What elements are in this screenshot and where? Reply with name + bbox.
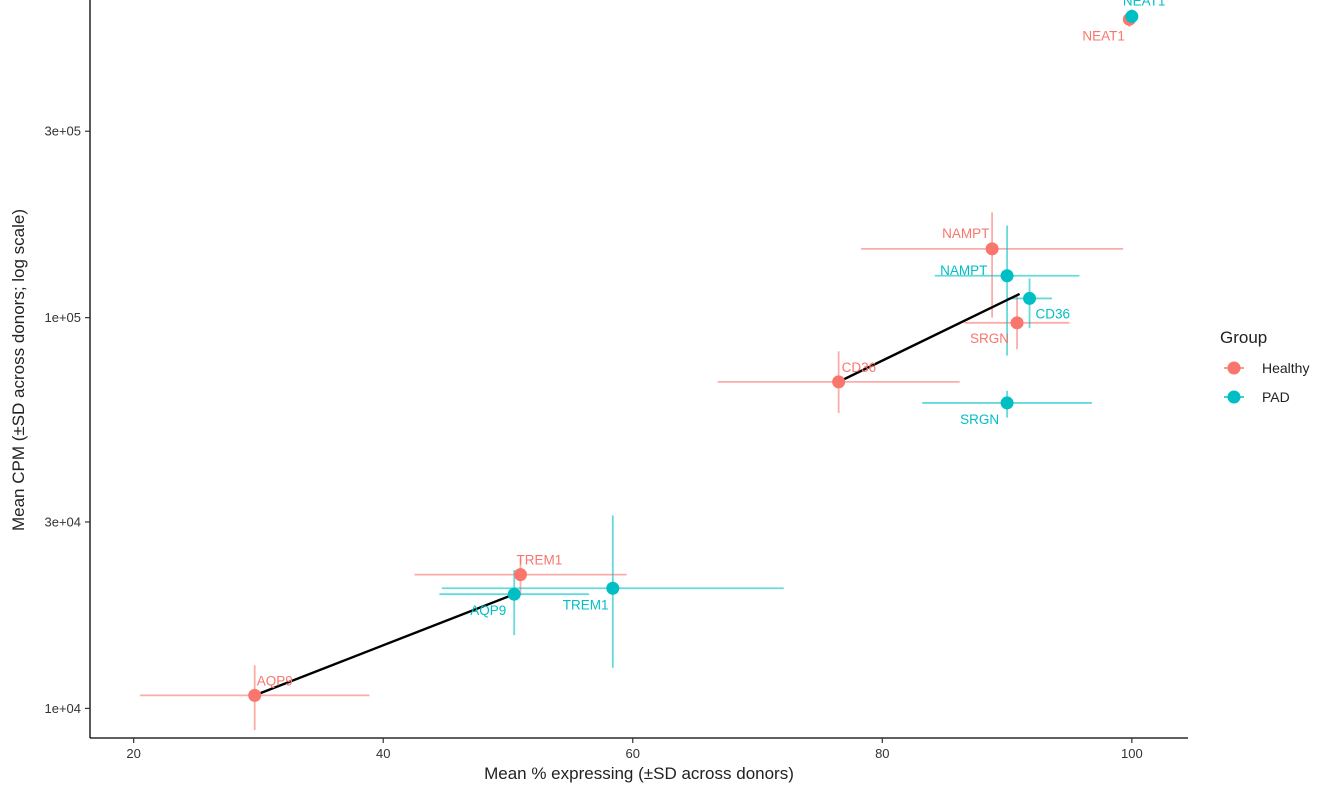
- point-pad-cd36: [1023, 291, 1037, 305]
- fit-lines-layer: [254, 292, 1021, 697]
- point-label-pad-trem1: TREM1: [563, 597, 609, 612]
- error-bars-layer: [139, 9, 1136, 731]
- y-tick-label-3e-04: 3e+04: [44, 514, 81, 529]
- y-tick-label-1e-05: 1e+05: [44, 310, 81, 325]
- x-tick-label-20: 20: [126, 746, 140, 761]
- point-label-pad-srgn: SRGN: [960, 412, 999, 427]
- legend-title: Group: [1220, 328, 1267, 347]
- point-pad-srgn: [1000, 396, 1014, 410]
- point-pad-neat1: [1125, 9, 1139, 23]
- x-tick-label-80: 80: [875, 746, 889, 761]
- point-pad-trem1: [606, 581, 620, 595]
- point-label-pad-neat1: NEAT1: [1123, 0, 1166, 8]
- point-label-healthy-neat1: NEAT1: [1082, 28, 1125, 43]
- legend: Group Healthy PAD: [1220, 328, 1309, 405]
- legend-item-pad: PAD: [1224, 389, 1290, 405]
- point-labels-layer: AQP9 TREM1 CD36 NAMPT SRGN NEAT1 AQP9 TREM1 CD36…: [257, 0, 1166, 688]
- x-axis-title: Mean % expressing (±SD across donors): [484, 764, 794, 783]
- point-healthy-trem1: [513, 568, 527, 582]
- point-label-pad-cd36: CD36: [1036, 306, 1071, 321]
- x-axis-ticks: 20 40 60 80 100: [126, 738, 1143, 761]
- fit-line-2: [838, 292, 1021, 383]
- point-label-healthy-trem1: TREM1: [516, 553, 562, 568]
- legend-label-healthy: Healthy: [1262, 360, 1309, 376]
- points-layer: [248, 9, 1139, 702]
- legend-key-healthy: [1227, 361, 1241, 375]
- y-tick-label-3e-05: 3e+05: [44, 124, 81, 139]
- point-label-healthy-srgn: SRGN: [970, 331, 1009, 346]
- legend-label-pad: PAD: [1262, 389, 1290, 405]
- legend-item-healthy: Healthy: [1224, 360, 1309, 376]
- point-pad-nampt: [1000, 269, 1014, 283]
- fit-line-1: [254, 593, 515, 697]
- point-label-healthy-nampt: NAMPT: [942, 226, 989, 241]
- x-tick-label-100: 100: [1121, 746, 1143, 761]
- x-tick-label-60: 60: [626, 746, 640, 761]
- point-healthy-srgn: [1010, 316, 1024, 330]
- point-healthy-nampt: [985, 242, 999, 256]
- point-label-healthy-aqp9: AQP9: [257, 673, 293, 688]
- x-tick-label-40: 40: [376, 746, 390, 761]
- y-axis-ticks: 1e+04 3e+04 1e+05 3e+05: [44, 124, 90, 716]
- y-tick-label-1e-04: 1e+04: [44, 701, 81, 716]
- legend-key-pad: [1227, 390, 1241, 404]
- point-label-healthy-cd36: CD36: [842, 360, 877, 375]
- y-axis-title: Mean CPM (±SD across donors; log scale): [9, 209, 28, 531]
- point-healthy-aqp9: [248, 688, 262, 702]
- point-pad-aqp9: [507, 587, 521, 601]
- point-label-pad-nampt: NAMPT: [940, 263, 987, 278]
- point-healthy-cd36: [832, 375, 846, 389]
- point-label-pad-aqp9: AQP9: [470, 603, 506, 618]
